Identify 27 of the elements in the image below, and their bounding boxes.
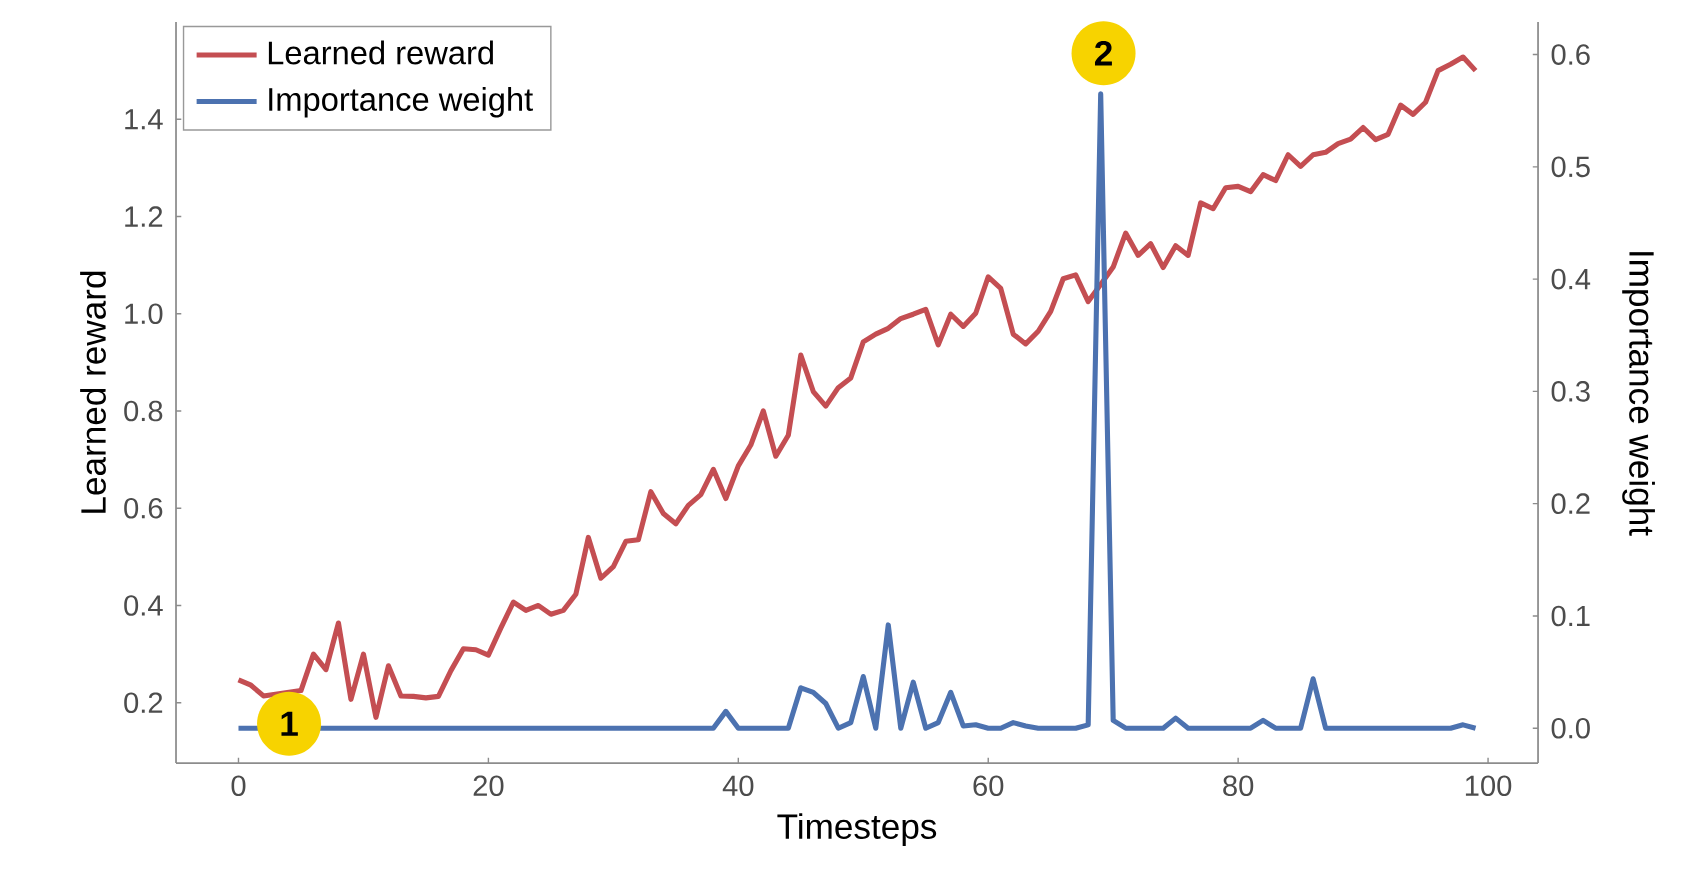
y-tick-label: 0.2 [124, 692, 163, 714]
y-tick-label: 1.4 [125, 109, 163, 130]
y2-tick-label: 0.4 [1551, 268, 1591, 290]
annotation: 2 [1094, 40, 1112, 66]
x-axis-title: Timesteps [777, 813, 937, 846]
y2-tick-label: 0.3 [1551, 381, 1590, 402]
y2-tick-label: 0.1 [1551, 605, 1590, 627]
y-tick-label: 1.0 [125, 303, 163, 325]
x-tick-label: 0 [231, 775, 246, 797]
y-tick-label: 0.8 [124, 400, 163, 422]
x-tick-label: 20 [473, 775, 504, 797]
y2-tick-label: 0.0 [1551, 717, 1590, 739]
x-tick-label: 100 [1465, 775, 1512, 797]
y-tick-label: 1.2 [125, 206, 163, 227]
y2-tick-label: 0.6 [1551, 44, 1590, 65]
y2-axis-title: Importance weight [1622, 252, 1655, 536]
x-tick-label: 80 [1223, 775, 1254, 797]
x-tick-label: 40 [722, 775, 754, 797]
y2-tick-label: 0.5 [1551, 156, 1590, 178]
legend-label: Learned reward [268, 40, 493, 65]
y-axis-title: Learned reward [80, 271, 106, 513]
x-tick-label: 60 [973, 775, 1004, 797]
y-tick-label: 0.6 [124, 497, 163, 519]
annotation: 1 [281, 711, 298, 736]
y2-tick-label: 0.2 [1551, 493, 1590, 514]
y-tick-label: 0.4 [124, 595, 163, 616]
legend-label: Importance weight [269, 87, 533, 118]
